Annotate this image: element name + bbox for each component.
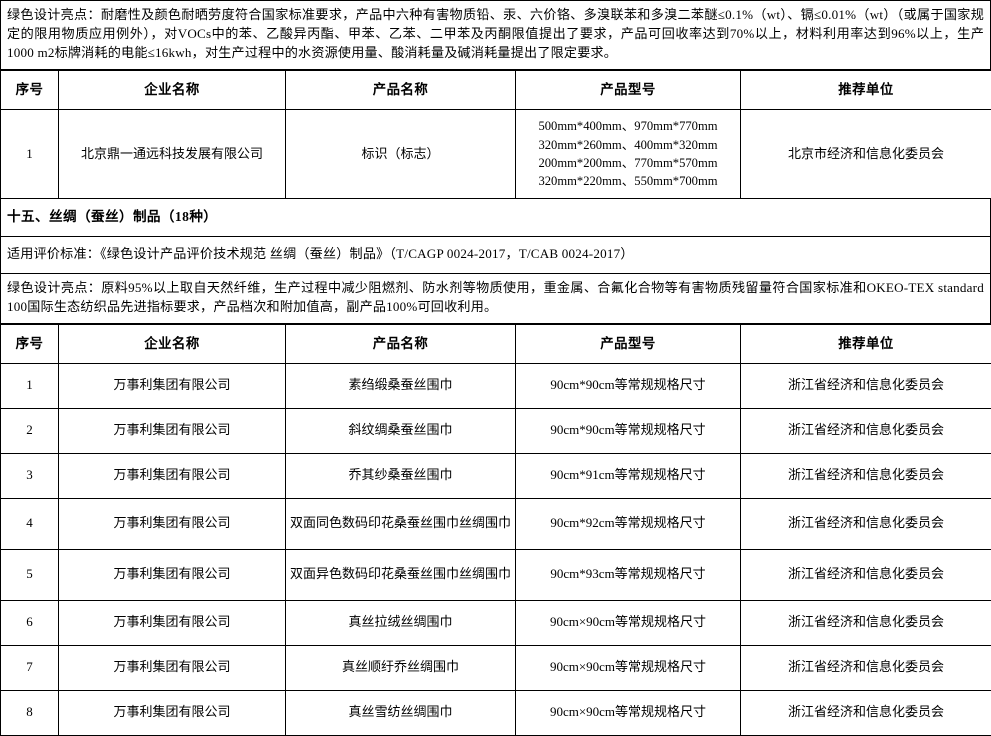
- model-line: 500mm*400mm、970mm*770mm: [519, 117, 737, 135]
- cell-product: 标识（标志）: [286, 109, 516, 198]
- cell-no: 6: [1, 600, 59, 645]
- table-row: 7 万事利集团有限公司 真丝顺纡乔丝绸围巾 90cm×90cm等常规规格尺寸 浙…: [1, 645, 991, 690]
- table-row: 6 万事利集团有限公司 真丝拉绒丝绸围巾 90cm×90cm等常规规格尺寸 浙江…: [1, 600, 991, 645]
- cell-model: 90cm×90cm等常规规格尺寸: [516, 690, 741, 735]
- table-row: 2 万事利集团有限公司 斜纹绸桑蚕丝围巾 90cm*90cm等常规规格尺寸 浙江…: [1, 408, 991, 453]
- table-row: 5 万事利集团有限公司 双面异色数码印花桑蚕丝围巾丝绸围巾 90cm*93cm等…: [1, 549, 991, 600]
- cell-firm: 万事利集团有限公司: [59, 690, 286, 735]
- cell-no: 2: [1, 408, 59, 453]
- table-row: 4 万事利集团有限公司 双面同色数码印花桑蚕丝围巾丝绸围巾 90cm*92cm等…: [1, 498, 991, 549]
- table-row: 1 万事利集团有限公司 素绉缎桑蚕丝围巾 90cm*90cm等常规规格尺寸 浙江…: [1, 363, 991, 408]
- cell-unit: 浙江省经济和信息化委员会: [741, 408, 991, 453]
- cell-unit: 浙江省经济和信息化委员会: [741, 600, 991, 645]
- model-line: 320mm*260mm、400mm*320mm: [519, 136, 737, 154]
- product-table-previous-section: 序号 企业名称 产品名称 产品型号 推荐单位 1 北京鼎一通远科技发展有限公司 …: [0, 70, 991, 199]
- cell-model: 500mm*400mm、970mm*770mm 320mm*260mm、400m…: [516, 109, 741, 198]
- column-header-no: 序号: [1, 70, 59, 109]
- cell-model: 90cm*90cm等常规规格尺寸: [516, 408, 741, 453]
- cell-firm: 万事利集团有限公司: [59, 453, 286, 498]
- cell-model: 90cm*91cm等常规规格尺寸: [516, 453, 741, 498]
- cell-unit: 浙江省经济和信息化委员会: [741, 549, 991, 600]
- cell-unit: 浙江省经济和信息化委员会: [741, 690, 991, 735]
- cell-unit: 浙江省经济和信息化委员会: [741, 645, 991, 690]
- cell-unit: 北京市经济和信息化委员会: [741, 109, 991, 198]
- cell-firm: 万事利集团有限公司: [59, 549, 286, 600]
- cell-firm: 北京鼎一通远科技发展有限公司: [59, 109, 286, 198]
- cell-product: 真丝顺纡乔丝绸围巾: [286, 645, 516, 690]
- cell-no: 7: [1, 645, 59, 690]
- cell-firm: 万事利集团有限公司: [59, 600, 286, 645]
- table-row: 8 万事利集团有限公司 真丝雪纺丝绸围巾 90cm×90cm等常规规格尺寸 浙江…: [1, 690, 991, 735]
- section-title: 十五、丝绸（蚕丝）制品（18种）: [0, 199, 991, 237]
- cell-model: 90cm*93cm等常规规格尺寸: [516, 549, 741, 600]
- cell-model: 90cm*92cm等常规规格尺寸: [516, 498, 741, 549]
- green-design-highlight-top-text: 绿色设计亮点：耐磨性及颜色耐晒劳度符合国家标准要求，产品中六种有害物质铅、汞、六…: [7, 6, 984, 63]
- table-header-row: 序号 企业名称 产品名称 产品型号 推荐单位: [1, 70, 991, 109]
- section-title-text: 十五、丝绸（蚕丝）制品（18种）: [7, 207, 984, 227]
- cell-no: 5: [1, 549, 59, 600]
- column-header-product: 产品名称: [286, 324, 516, 363]
- table-header-row: 序号 企业名称 产品名称 产品型号 推荐单位: [1, 324, 991, 363]
- cell-model: 90cm×90cm等常规规格尺寸: [516, 645, 741, 690]
- green-design-highlight-top: 绿色设计亮点：耐磨性及颜色耐晒劳度符合国家标准要求，产品中六种有害物质铅、汞、六…: [0, 0, 991, 70]
- applicable-standard-text: 适用评价标准：《绿色设计产品评价技术规范 丝绸（蚕丝）制品》（T/CAGP 00…: [7, 245, 984, 264]
- cell-no: 8: [1, 690, 59, 735]
- column-header-product: 产品名称: [286, 70, 516, 109]
- cell-unit: 浙江省经济和信息化委员会: [741, 363, 991, 408]
- product-table-silk: 序号 企业名称 产品名称 产品型号 推荐单位 1 万事利集团有限公司 素绉缎桑蚕…: [0, 324, 991, 736]
- cell-product: 素绉缎桑蚕丝围巾: [286, 363, 516, 408]
- cell-product: 双面同色数码印花桑蚕丝围巾丝绸围巾: [286, 498, 516, 549]
- green-design-highlight-section-text: 绿色设计亮点：原料95%以上取自天然纤维，生产过程中减少阻燃剂、防水剂等物质使用…: [7, 279, 984, 317]
- cell-model: 90cm*90cm等常规规格尺寸: [516, 363, 741, 408]
- cell-product: 斜纹绸桑蚕丝围巾: [286, 408, 516, 453]
- cell-unit: 浙江省经济和信息化委员会: [741, 453, 991, 498]
- table-body: 1 万事利集团有限公司 素绉缎桑蚕丝围巾 90cm*90cm等常规规格尺寸 浙江…: [1, 363, 991, 735]
- column-header-unit: 推荐单位: [741, 324, 991, 363]
- model-line: 200mm*200mm、770mm*570mm: [519, 154, 737, 172]
- column-header-unit: 推荐单位: [741, 70, 991, 109]
- column-header-no: 序号: [1, 324, 59, 363]
- applicable-standard: 适用评价标准：《绿色设计产品评价技术规范 丝绸（蚕丝）制品》（T/CAGP 00…: [0, 237, 991, 274]
- cell-product: 真丝雪纺丝绸围巾: [286, 690, 516, 735]
- cell-firm: 万事利集团有限公司: [59, 645, 286, 690]
- green-design-highlight-section: 绿色设计亮点：原料95%以上取自天然纤维，生产过程中减少阻燃剂、防水剂等物质使用…: [0, 274, 991, 324]
- table-row: 3 万事利集团有限公司 乔其纱桑蚕丝围巾 90cm*91cm等常规规格尺寸 浙江…: [1, 453, 991, 498]
- document-page: 绿色设计亮点：耐磨性及颜色耐晒劳度符合国家标准要求，产品中六种有害物质铅、汞、六…: [0, 0, 991, 653]
- column-header-model: 产品型号: [516, 324, 741, 363]
- cell-product: 真丝拉绒丝绸围巾: [286, 600, 516, 645]
- cell-unit: 浙江省经济和信息化委员会: [741, 498, 991, 549]
- column-header-firm: 企业名称: [59, 324, 286, 363]
- model-line: 320mm*220mm、550mm*700mm: [519, 172, 737, 190]
- cell-no: 1: [1, 109, 59, 198]
- cell-no: 4: [1, 498, 59, 549]
- cell-no: 1: [1, 363, 59, 408]
- cell-no: 3: [1, 453, 59, 498]
- cell-firm: 万事利集团有限公司: [59, 363, 286, 408]
- column-header-model: 产品型号: [516, 70, 741, 109]
- cell-model: 90cm×90cm等常规规格尺寸: [516, 600, 741, 645]
- cell-product: 乔其纱桑蚕丝围巾: [286, 453, 516, 498]
- column-header-firm: 企业名称: [59, 70, 286, 109]
- cell-firm: 万事利集团有限公司: [59, 498, 286, 549]
- cell-firm: 万事利集团有限公司: [59, 408, 286, 453]
- table-row: 1 北京鼎一通远科技发展有限公司 标识（标志） 500mm*400mm、970m…: [1, 109, 991, 198]
- cell-product: 双面异色数码印花桑蚕丝围巾丝绸围巾: [286, 549, 516, 600]
